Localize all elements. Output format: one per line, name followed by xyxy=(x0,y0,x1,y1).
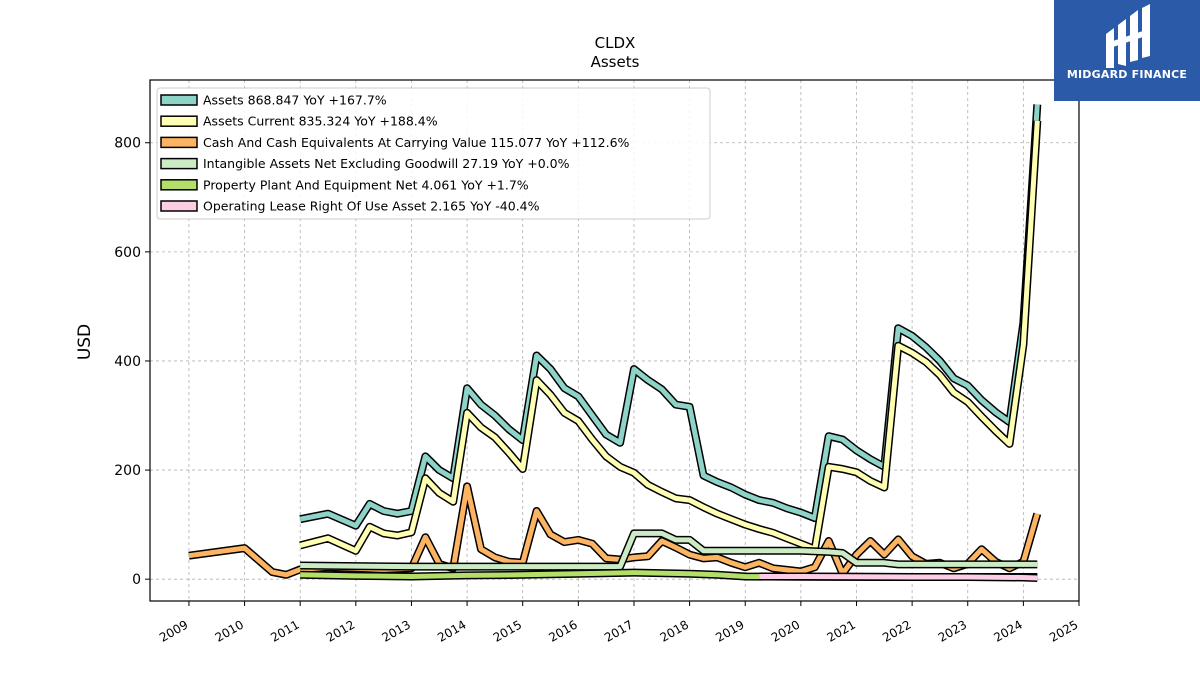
series-0 xyxy=(299,104,1042,530)
series-line xyxy=(299,104,1040,529)
x-tick-label: 2011 xyxy=(268,617,301,644)
x-tick-label: 2017 xyxy=(602,617,635,644)
legend-entry: Assets 868.847 YoY +167.7% xyxy=(203,93,387,108)
legend-swatch xyxy=(160,157,198,170)
legend-swatch xyxy=(160,115,198,127)
x-tick-label: 2020 xyxy=(769,617,802,644)
x-tick-label: 2023 xyxy=(936,617,969,644)
y-tick-label: 800 xyxy=(114,136,141,152)
x-tick-label: 2014 xyxy=(435,617,468,644)
logo-text: MIDGARD FINANCE xyxy=(1066,68,1188,81)
y-axis: 0 200 400 600 800 xyxy=(114,136,150,588)
series-line xyxy=(188,483,1040,578)
x-tick-label: 2010 xyxy=(213,617,246,644)
x-tick-label: 2009 xyxy=(157,617,190,644)
legend-swatch xyxy=(160,94,198,106)
series-2 xyxy=(188,482,1042,579)
plot-frame xyxy=(149,79,1080,602)
y-tick-label: 0 xyxy=(132,572,141,588)
x-tick-label: 2021 xyxy=(825,617,858,644)
y-tick-label: 400 xyxy=(114,354,141,370)
series-layer xyxy=(188,104,1042,582)
series-line xyxy=(759,574,1038,581)
legend-swatch xyxy=(160,200,198,212)
x-tick-label: 2016 xyxy=(546,617,579,644)
x-tick-label: 2022 xyxy=(880,617,913,644)
legend-swatch xyxy=(160,179,198,191)
legend: Assets 868.847 YoY +167.7% Assets Current… xyxy=(156,87,711,220)
y-tick-label: 200 xyxy=(114,463,141,479)
legend-box xyxy=(156,87,711,220)
legend-entry: Intangible Assets Net Excluding Goodwill… xyxy=(203,156,570,171)
legend-entry: Property Plant And Equipment Net 4.061 Y… xyxy=(203,177,529,192)
x-tick-label: 2019 xyxy=(713,617,746,644)
x-tick-label: 2012 xyxy=(324,617,357,644)
logo: MIDGARD FINANCE xyxy=(1054,0,1200,101)
x-tick-label: 2013 xyxy=(380,617,413,644)
series-1 xyxy=(299,120,1042,555)
series-line xyxy=(299,120,1040,554)
series-5 xyxy=(759,572,1038,582)
x-tick-label: 2025 xyxy=(1047,617,1080,644)
legend-entry: Assets Current 835.324 YoY +188.4% xyxy=(203,114,438,129)
logo-mark-icon xyxy=(1106,4,1150,68)
legend-entry: Cash And Cash Equivalents At Carrying Va… xyxy=(203,135,630,150)
y-tick-label: 600 xyxy=(114,245,141,261)
chart-subtitle: Assets xyxy=(591,53,640,71)
x-tick-label: 2018 xyxy=(658,617,691,644)
x-tick-label: 2024 xyxy=(991,617,1024,644)
legend-swatch xyxy=(160,136,198,149)
x-axis: 2009 2010 2011 2012 2013 2014 2015 2016 2017 2018… xyxy=(157,601,1081,645)
series-line xyxy=(300,530,1038,570)
chart-title: CLDX xyxy=(595,34,636,52)
y-axis-label: USD xyxy=(75,324,95,360)
legend-entry: Operating Lease Right Of Use Asset 2.165… xyxy=(203,199,540,214)
x-tick-label: 2015 xyxy=(491,617,524,644)
series-3 xyxy=(300,529,1038,571)
